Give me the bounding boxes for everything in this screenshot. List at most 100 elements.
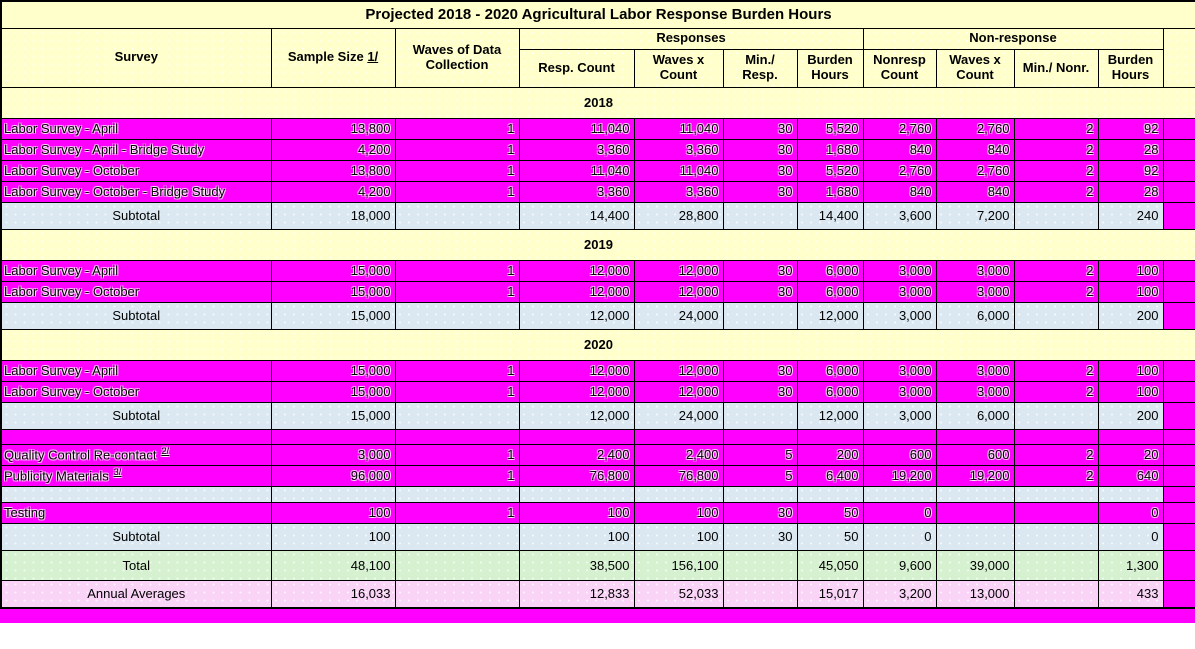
cell-nonresp-waves-x-count: 6,000: [935, 401, 1015, 430]
table-row: Subtotal 15,000 12,000 24,000 12,000 3,000 6,0…: [0, 301, 1195, 330]
cell-nonresp-waves-x-count: 13,000: [935, 579, 1015, 609]
cell-min-per-nonresp: [1013, 301, 1099, 330]
cell-resp-waves-x-count: 156,100: [633, 549, 724, 581]
table-row: Labor Survey - October - Bridge Study 4,2…: [0, 180, 1195, 203]
row-end-cell: [1162, 301, 1195, 330]
cell-resp-burden-hours: [796, 485, 864, 503]
cell-resp-burden-hours: 6,000: [796, 280, 864, 303]
row-end-cell: [1162, 401, 1195, 430]
cell-nonresp-burden-hours: 200: [1097, 301, 1164, 330]
row-end-cell: [1162, 201, 1195, 230]
survey-name-cell: Publicity Materials 3/: [0, 464, 272, 487]
cell-resp-count: 12,000: [518, 359, 635, 382]
cell-resp-count: 3,360: [518, 180, 635, 203]
survey-name-cell: Labor Survey - April: [0, 359, 272, 382]
cell-resp-waves-x-count: 11,040: [633, 117, 724, 140]
cell-nonresp-burden-hours: 92: [1097, 159, 1164, 182]
cell-min-per-nonresp: 2: [1013, 380, 1099, 403]
cell-resp-count: 100: [518, 522, 635, 551]
cell-min-per-nonresp: [1013, 428, 1099, 445]
cell-nonresp-burden-hours: 240: [1097, 201, 1164, 230]
cell-resp-burden-hours: 200: [796, 443, 864, 466]
cell-resp-waves-x-count: 12,000: [633, 280, 724, 303]
cell-min-per-resp: 30: [722, 280, 798, 303]
survey-name-cell: Labor Survey - October - Bridge Study: [0, 180, 272, 203]
sample-size-label: Sample Size: [287, 49, 364, 65]
cell-min-per-resp: 30: [722, 380, 798, 403]
cell-nonresp-burden-hours: 100: [1097, 380, 1164, 403]
cell-min-per-nonresp: 2: [1013, 138, 1099, 161]
row-end-cell: [1162, 464, 1195, 487]
row-end-cell: [1162, 485, 1195, 503]
col-header-sample-size: Sample Size 1/: [270, 27, 396, 88]
row-end-cell: [1162, 259, 1195, 282]
cell-nonresp-count: 3,000: [862, 259, 937, 282]
cell-waves-of-data-collection: [394, 579, 520, 609]
cell-resp-waves-x-count: 3,360: [633, 180, 724, 203]
cell-nonresp-waves-x-count: 840: [935, 180, 1015, 203]
survey-name-cell: Testing: [0, 501, 272, 524]
cell-min-per-nonresp: [1013, 201, 1099, 230]
col-header-spacer: [1162, 27, 1195, 88]
cell-nonresp-waves-x-count: 600: [935, 443, 1015, 466]
cell-resp-waves-x-count: [633, 428, 724, 445]
col-header-nonresp-waves-x-count: Waves x Count: [935, 48, 1015, 88]
group-header-nonresponse: Non-response: [862, 27, 1164, 50]
cell-sample-size: 96,000: [270, 464, 396, 487]
cell-nonresp-burden-hours: 0: [1097, 522, 1164, 551]
row-label-cell: Subtotal: [0, 401, 272, 430]
cell-nonresp-waves-x-count: 2,760: [935, 117, 1015, 140]
cell-nonresp-waves-x-count: 3,000: [935, 280, 1015, 303]
cell-sample-size: 15,000: [270, 359, 396, 382]
table-row: Testing 100 1 100 100 30 50 0 0: [0, 501, 1195, 524]
row-end-cell: [1162, 180, 1195, 203]
cell-sample-size: 4,200: [270, 138, 396, 161]
cell-nonresp-count: [862, 485, 937, 503]
table-row: Labor Survey - October 15,000 1 12,000 12,00…: [0, 380, 1195, 403]
cell-nonresp-burden-hours: 200: [1097, 401, 1164, 430]
cell-sample-size: 18,000: [270, 201, 396, 230]
cell-nonresp-burden-hours: 640: [1097, 464, 1164, 487]
row-end-cell: [1162, 443, 1195, 466]
cell-nonresp-burden-hours: 433: [1097, 579, 1164, 609]
cell-resp-waves-x-count: 100: [633, 501, 724, 524]
cell-resp-count: 14,400: [518, 201, 635, 230]
cell-resp-count: 11,040: [518, 117, 635, 140]
cell-resp-burden-hours: 1,680: [796, 180, 864, 203]
cell-nonresp-burden-hours: 1,300: [1097, 549, 1164, 581]
cell-resp-count: 12,000: [518, 259, 635, 282]
cell-sample-size: 15,000: [270, 259, 396, 282]
row-end-cell: [1162, 428, 1195, 445]
cell-resp-waves-x-count: 3,360: [633, 138, 724, 161]
col-header-min-per-resp: Min./ Resp.: [722, 48, 798, 88]
row-end-cell: [1162, 117, 1195, 140]
cell-resp-burden-hours: 50: [796, 501, 864, 524]
cell-resp-count: 12,833: [518, 579, 635, 609]
cell-min-per-nonresp: 2: [1013, 117, 1099, 140]
table-row: Publicity Materials 3/96,000 1 76,800 76,800…: [0, 464, 1195, 487]
cell-min-per-resp: [722, 201, 798, 230]
cell-min-per-nonresp: 2: [1013, 464, 1099, 487]
cell-waves-of-data-collection: [394, 549, 520, 581]
cell-waves-of-data-collection: 1: [394, 259, 520, 282]
table-row: Annual Averages 16,033 12,833 52,033 15,017 3…: [0, 579, 1195, 609]
cell-resp-burden-hours: 14,400: [796, 201, 864, 230]
cell-resp-burden-hours: 6,000: [796, 259, 864, 282]
cell-waves-of-data-collection: [394, 485, 520, 503]
cell-nonresp-waves-x-count: 3,000: [935, 259, 1015, 282]
cell-nonresp-burden-hours: 92: [1097, 117, 1164, 140]
cell-resp-burden-hours: 6,000: [796, 380, 864, 403]
cell-waves-of-data-collection: 1: [394, 443, 520, 466]
cell-min-per-nonresp: 2: [1013, 159, 1099, 182]
cell-resp-waves-x-count: 12,000: [633, 380, 724, 403]
cell-resp-burden-hours: [796, 428, 864, 445]
cell-nonresp-burden-hours: [1097, 428, 1164, 445]
cell-resp-count: 12,000: [518, 380, 635, 403]
row-label-cell: Total: [0, 549, 272, 581]
cell-resp-waves-x-count: 28,800: [633, 201, 724, 230]
table-row: Labor Survey - April 13,800 1 11,040 11,040 3…: [0, 117, 1195, 140]
row-end-cell: [1162, 549, 1195, 581]
table-row: Subtotal 100 100 100 30 50 0 0: [0, 522, 1195, 551]
table-row: Labor Survey - April - Bridge Study 4,200…: [0, 138, 1195, 161]
footnote-marker: 2/: [161, 446, 169, 457]
